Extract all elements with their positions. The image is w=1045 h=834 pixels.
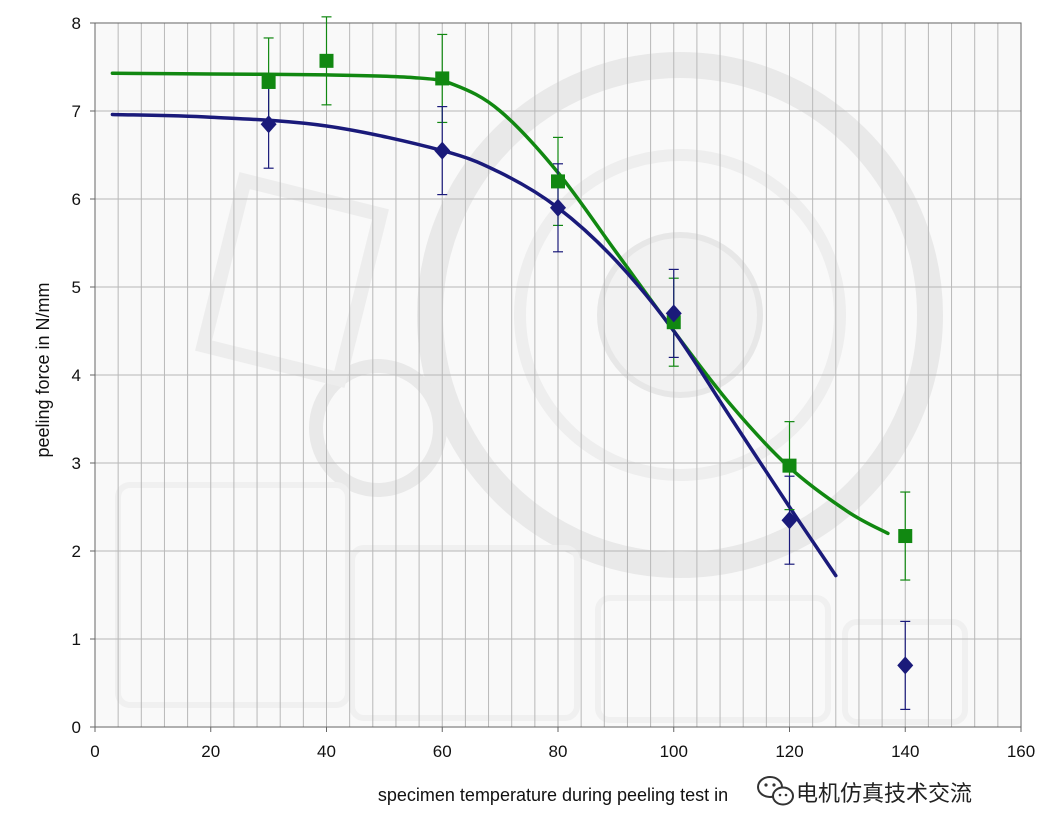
data-point-square: [319, 53, 334, 68]
x-axis-ticks: 0 20 40 60 80 100 120 140 160: [90, 727, 1035, 761]
wechat-icon: [757, 776, 794, 806]
x-tick-label: 140: [891, 742, 919, 761]
data-point-diamond: [665, 304, 682, 323]
y-tick-label: 5: [72, 278, 81, 297]
data-markers: [260, 53, 914, 675]
x-tick-label: 40: [317, 742, 336, 761]
data-point-square: [435, 71, 450, 86]
x-axis-label: specimen temperature during peeling test…: [378, 785, 728, 805]
y-axis-label: peeling force in N/mm: [33, 282, 53, 457]
data-point-diamond: [897, 656, 914, 675]
x-tick-label: 0: [90, 742, 99, 761]
watermark: 电机仿真技术交流: [757, 776, 972, 807]
data-point-diamond: [550, 198, 566, 217]
watermark-text: 电机仿真技术交流: [796, 782, 972, 807]
x-tick-label: 120: [775, 742, 803, 761]
x-tick-label: 20: [201, 742, 220, 761]
data-point-square: [261, 74, 276, 89]
data-point-square: [551, 174, 565, 189]
y-tick-label: 6: [72, 190, 81, 209]
y-axis-ticks: 0 1 2 3 4 5 6 7 8: [72, 14, 95, 737]
y-tick-label: 4: [72, 366, 81, 385]
x-tick-label: 100: [660, 742, 688, 761]
data-point-square: [782, 458, 797, 473]
x-tick-label: 80: [549, 742, 568, 761]
y-tick-label: 0: [72, 718, 81, 737]
x-tick-label: 60: [433, 742, 452, 761]
data-point-diamond: [781, 511, 798, 530]
y-tick-label: 1: [72, 630, 81, 649]
y-tick-label: 3: [72, 454, 81, 473]
data-point-diamond: [434, 141, 451, 160]
y-tick-label: 2: [72, 542, 81, 561]
y-tick-label: 8: [72, 14, 81, 33]
x-tick-label: 160: [1007, 742, 1035, 761]
y-tick-label: 7: [72, 102, 81, 121]
data-point-square: [898, 529, 913, 544]
data-point-diamond: [260, 115, 277, 134]
